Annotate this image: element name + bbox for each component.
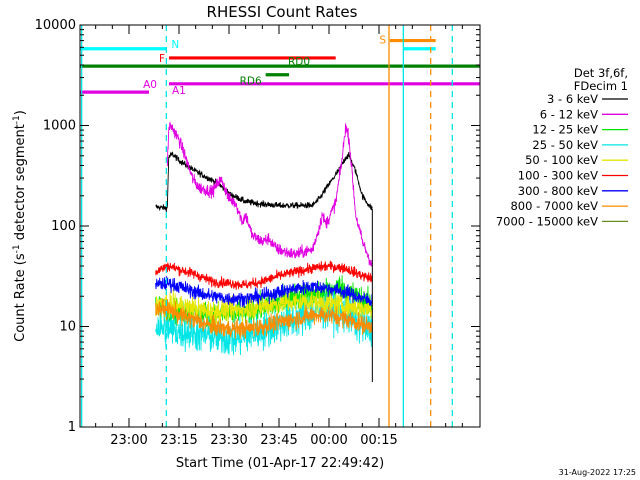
flag-layer: [80, 38, 480, 94]
y-axis-label-main: Count Rate (s: [13, 253, 28, 342]
y-axis-label-rest: detector segment: [13, 124, 28, 244]
x-tick-label: 00:00: [310, 433, 347, 448]
series-line-6: [155, 275, 373, 309]
flag-label-s: S: [379, 35, 386, 47]
legend-label: 25 - 50 keV: [532, 138, 598, 152]
x-tick-label: 23:00: [110, 433, 147, 448]
legend-header-2: FDecim 1: [574, 79, 628, 93]
y-tick-label: 10000: [35, 18, 76, 33]
legend-label: 100 - 300 keV: [518, 169, 598, 183]
legend-label: 12 - 25 keV: [532, 123, 598, 137]
flag-label-a0: A0: [143, 79, 157, 91]
chart-title: RHESSI Count Rates: [207, 3, 358, 21]
series-line-1: [166, 121, 373, 267]
flag-label-rd6: RD6: [240, 76, 262, 88]
flag-label-f: F: [159, 53, 165, 65]
series-line-5: [155, 260, 373, 290]
x-tick-label: 23:30: [210, 433, 247, 448]
legend-label: 800 - 7000 keV: [510, 199, 598, 213]
legend-label: 300 - 800 keV: [518, 184, 598, 198]
y-axis-label: Count Rate (s-1 detector segment-1): [12, 110, 28, 342]
series-layer: [155, 121, 373, 383]
y-tick-label: 1000: [43, 119, 76, 134]
legend-label: 7000 - 15000 keV: [496, 214, 598, 228]
x-axis-label: Start Time (01-Apr-17 22:49:42): [176, 456, 384, 471]
timestamp: 31-Aug-2022 17:25: [559, 468, 636, 477]
series-line-0: [155, 151, 373, 213]
flag-label-a1: A1: [172, 85, 186, 97]
flag-label-rd0: RD0: [288, 56, 310, 68]
y-tick-label: 10: [59, 320, 76, 335]
series-line-4: [155, 288, 373, 325]
x-tick-label: 23:15: [160, 433, 197, 448]
legend-header-1: Det 3f,6f,: [574, 66, 628, 80]
x-tick-label: 23:45: [260, 433, 297, 448]
y-axis-label-close: ): [13, 110, 28, 115]
legend-label: 3 - 6 keV: [547, 92, 598, 106]
y-tick-label: 100: [51, 219, 76, 234]
vline-layer: [81, 25, 453, 427]
y-axis-label-sup: -1: [12, 244, 22, 253]
legend-label: 50 - 100 keV: [525, 153, 598, 167]
flag-label-layer: NF RD0 RD6 A0 A1 S: [143, 35, 386, 97]
series-line-7: [155, 297, 373, 340]
x-tick-label: 00:15: [360, 433, 397, 448]
y-axis-label-sup-2: -1: [12, 115, 22, 124]
legend-label: 6 - 12 keV: [540, 107, 598, 121]
axis-layer: 1 10 100 1000 10000 23:00 23:15 23:30 23:45 00:00…: [35, 18, 480, 448]
flag-label-n: N: [171, 39, 179, 51]
y-tick-label: 1: [68, 420, 76, 435]
